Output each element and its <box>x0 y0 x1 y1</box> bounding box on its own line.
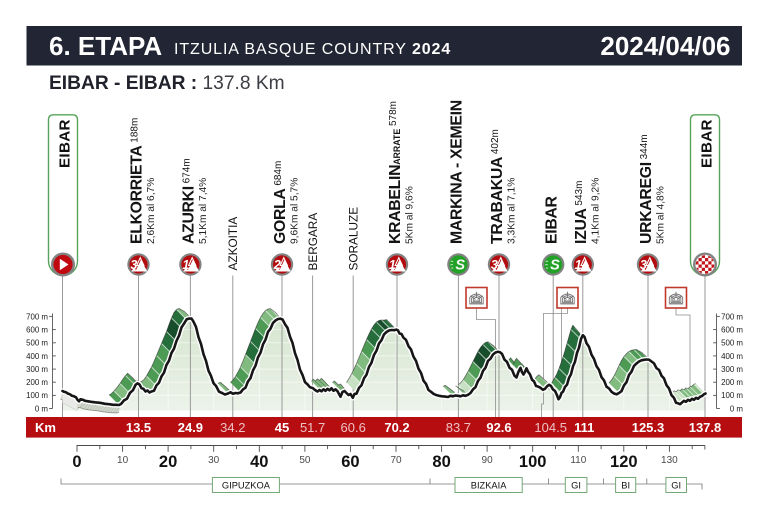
svg-text:700 m: 700 m <box>721 312 743 321</box>
svg-text:SORALUZE: SORALUZE <box>346 207 360 271</box>
svg-text:AZKOITIA: AZKOITIA <box>226 217 240 271</box>
svg-text:0 m: 0 m <box>35 404 49 413</box>
svg-text:4,1Km al 9,2%: 4,1Km al 9,2% <box>590 178 601 244</box>
svg-text:92.6: 92.6 <box>486 420 511 435</box>
svg-text:2024/04/06: 2024/04/06 <box>600 31 730 61</box>
svg-text:500 m: 500 m <box>26 339 48 348</box>
svg-text:200 m: 200 m <box>26 378 48 387</box>
svg-text:100: 100 <box>519 453 547 471</box>
svg-text:BIZKAIA: BIZKAIA <box>471 480 507 490</box>
svg-text:EIBAR: EIBAR <box>699 119 716 168</box>
svg-text:BI: BI <box>621 480 630 490</box>
svg-text:100 m: 100 m <box>721 391 743 400</box>
svg-text:80: 80 <box>432 453 450 471</box>
svg-text:1: 1 <box>575 258 582 272</box>
svg-text:45: 45 <box>275 420 289 435</box>
svg-text:KRABELINARRATE 578m: KRABELINARRATE 578m <box>387 101 404 244</box>
svg-text:S: S <box>455 258 465 274</box>
svg-text:120: 120 <box>610 453 638 471</box>
svg-text:0 m: 0 m <box>730 404 744 413</box>
svg-text:3,3Km al 7,1%: 3,3Km al 7,1% <box>507 178 518 244</box>
svg-text:Km: Km <box>35 420 56 435</box>
svg-text:20: 20 <box>159 453 177 471</box>
svg-text:GI: GI <box>571 480 581 490</box>
svg-text:34.2: 34.2 <box>220 420 245 435</box>
svg-text:400 m: 400 m <box>26 352 48 361</box>
svg-text:70.2: 70.2 <box>384 420 409 435</box>
svg-text:5,1Km al 7,4%: 5,1Km al 7,4% <box>198 178 209 244</box>
svg-text:GIPUZKOA: GIPUZKOA <box>222 480 271 490</box>
svg-text:2: 2 <box>273 258 281 272</box>
svg-text:70: 70 <box>390 455 402 466</box>
svg-text:50: 50 <box>299 455 311 466</box>
svg-text:60: 60 <box>341 453 359 471</box>
svg-text:MARKINA - XEMEIN: MARKINA - XEMEIN <box>449 100 466 244</box>
svg-text:90: 90 <box>482 455 494 466</box>
svg-text:1: 1 <box>389 258 396 272</box>
svg-text:10: 10 <box>117 455 129 466</box>
svg-text:ELKORRIETA 188m: ELKORRIETA 188m <box>129 118 146 244</box>
svg-text:S: S <box>550 258 560 274</box>
svg-text:3: 3 <box>491 258 498 272</box>
svg-text:EIBAR: EIBAR <box>543 195 560 244</box>
svg-text:9,6Km al 5,7%: 9,6Km al 5,7% <box>290 178 301 244</box>
svg-text:125.3: 125.3 <box>632 420 665 435</box>
svg-text:40: 40 <box>250 453 268 471</box>
svg-text:700 m: 700 m <box>26 312 48 321</box>
svg-text:60.6: 60.6 <box>341 420 366 435</box>
svg-text:EIBAR: EIBAR <box>57 119 74 168</box>
svg-text:6. ETAPA: 6. ETAPA <box>49 31 162 61</box>
svg-text:BERGARA: BERGARA <box>306 213 320 271</box>
svg-text:104.5: 104.5 <box>534 420 567 435</box>
svg-text:137.8: 137.8 <box>689 420 722 435</box>
svg-text:100 m: 100 m <box>26 391 48 400</box>
svg-text:TRABAKUA 402m: TRABAKUA 402m <box>489 129 506 244</box>
svg-text:111: 111 <box>574 420 594 435</box>
svg-text:500 m: 500 m <box>721 339 743 348</box>
svg-text:1: 1 <box>182 258 189 272</box>
svg-text:GI: GI <box>671 480 681 490</box>
svg-text:200 m: 200 m <box>721 378 743 387</box>
svg-text:ITZULIA BASQUE COUNTRY 2024: ITZULIA BASQUE COUNTRY 2024 <box>174 41 451 58</box>
svg-text:83.7: 83.7 <box>446 420 471 435</box>
svg-text:24.9: 24.9 <box>178 420 203 435</box>
svg-text:110: 110 <box>570 455 586 466</box>
svg-text:3: 3 <box>130 258 137 272</box>
svg-text:2,6Km al 6,7%: 2,6Km al 6,7% <box>146 178 157 244</box>
svg-text:3: 3 <box>640 258 647 272</box>
svg-text:51.7: 51.7 <box>300 420 325 435</box>
svg-text:600 m: 600 m <box>26 326 48 335</box>
svg-text:5Km al 4,8%: 5Km al 4,8% <box>656 186 667 244</box>
svg-text:300 m: 300 m <box>26 365 48 374</box>
svg-text:300 m: 300 m <box>721 365 743 374</box>
svg-text:5Km al 9,6%: 5Km al 9,6% <box>405 186 416 244</box>
svg-text:400 m: 400 m <box>721 352 743 361</box>
svg-text:130: 130 <box>661 455 678 466</box>
svg-text:13.5: 13.5 <box>126 420 151 435</box>
svg-text:600 m: 600 m <box>721 326 743 335</box>
svg-text:0: 0 <box>72 453 81 471</box>
svg-text:EIBAR - EIBAR : 137.8 Km: EIBAR - EIBAR : 137.8 Km <box>49 73 285 94</box>
svg-text:30: 30 <box>208 455 220 466</box>
